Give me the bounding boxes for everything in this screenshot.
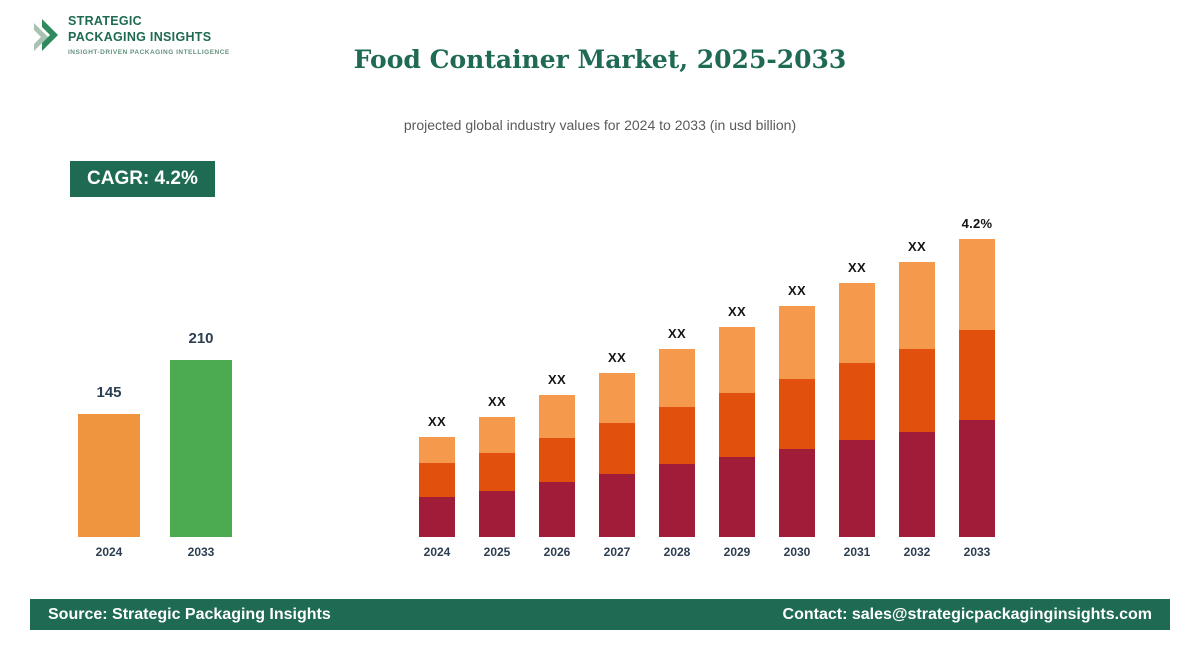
- bar-top-label: XX: [668, 326, 686, 341]
- x-axis-label: 2033: [963, 545, 991, 559]
- bar-top-label: XX: [428, 414, 446, 429]
- bar-segment-bottom: [959, 420, 995, 537]
- x-axis-label: 2026: [543, 545, 571, 559]
- summary-bar-group: 145 2024: [78, 384, 140, 559]
- brand-chevron-icon: [34, 19, 58, 51]
- bar-segment-top: [539, 395, 575, 438]
- bar-segment-top: [779, 306, 815, 379]
- summary-chart: 145 2024 210 2033: [78, 330, 232, 559]
- bar-segment-bottom: [419, 497, 455, 537]
- bar-top-label: XX: [608, 350, 626, 365]
- bar-segment-bottom: [539, 482, 575, 537]
- bar-segment-top: [959, 239, 995, 330]
- bar-top-label: XX: [728, 304, 746, 319]
- footer-bar: Source: Strategic Packaging Insights Con…: [30, 599, 1170, 630]
- brand-name: STRATEGIC PACKAGING INSIGHTS INSIGHT-DRI…: [68, 13, 230, 57]
- x-axis-label: 2028: [663, 545, 691, 559]
- stacked-chart: XX 2024 XX 2025 XX 2026 XX 2027 XX 2028 XX 2029 XX 20…: [419, 216, 995, 559]
- cagr-badge: CAGR: 4.2%: [70, 161, 215, 197]
- bar-segment-bottom: [839, 440, 875, 537]
- brand-logo: STRATEGIC PACKAGING INSIGHTS INSIGHT-DRI…: [34, 13, 230, 57]
- stacked-bar-group: XX 2024: [419, 414, 455, 559]
- stacked-bar-group: XX 2027: [599, 350, 635, 559]
- bar-top-label: 4.2%: [961, 216, 993, 231]
- bar-segment-bottom: [599, 474, 635, 537]
- bar-segment-middle: [659, 407, 695, 464]
- stacked-bar-group: XX 2028: [659, 326, 695, 559]
- bar-segment-middle: [599, 423, 635, 474]
- bar-value-label: 145: [96, 384, 122, 401]
- x-axis-label: 2029: [723, 545, 751, 559]
- bar-segment-middle: [959, 330, 995, 420]
- x-axis-label: 2030: [783, 545, 811, 559]
- bar-segment-top: [659, 349, 695, 407]
- stacked-bar-group: XX 2032: [899, 239, 935, 559]
- bar-segment-top: [839, 283, 875, 363]
- summary-bar: [170, 360, 232, 537]
- stacked-bar-group: 4.2% 2033: [959, 216, 995, 559]
- summary-bar-group: 210 2033: [170, 330, 232, 559]
- bar-segment-bottom: [659, 464, 695, 537]
- footer-contact: Contact: sales@strategicpackaginginsight…: [782, 605, 1152, 623]
- bar-segment-middle: [779, 379, 815, 449]
- stacked-bar-group: XX 2030: [779, 283, 815, 559]
- bar-segment-middle: [719, 393, 755, 457]
- x-axis-label: 2031: [843, 545, 871, 559]
- x-axis-label: 2033: [187, 545, 215, 559]
- bar-segment-middle: [419, 463, 455, 497]
- bar-segment-top: [899, 262, 935, 349]
- page-subtitle: projected global industry values for 202…: [403, 117, 797, 133]
- bar-top-label: XX: [908, 239, 926, 254]
- brand-tagline: INSIGHT-DRIVEN PACKAGING INTELLIGENCE: [68, 48, 230, 56]
- bar-top-label: XX: [488, 394, 506, 409]
- bar-segment-top: [479, 417, 515, 453]
- summary-bar: [78, 414, 140, 537]
- bar-top-label: XX: [548, 372, 566, 387]
- bar-segment-middle: [839, 363, 875, 440]
- bar-top-label: XX: [848, 260, 866, 275]
- page-title: Food Container Market, 2025-2033: [353, 45, 847, 74]
- stacked-bar-group: XX 2026: [539, 372, 575, 559]
- bar-value-label: 210: [188, 330, 214, 347]
- x-axis-label: 2024: [95, 545, 123, 559]
- brand-name-line2: PACKAGING INSIGHTS: [68, 30, 212, 45]
- brand-name-line1: STRATEGIC: [68, 14, 142, 28]
- bar-segment-top: [719, 327, 755, 393]
- bar-segment-middle: [899, 349, 935, 432]
- stacked-bar-group: XX 2025: [479, 394, 515, 559]
- bar-segment-bottom: [719, 457, 755, 537]
- footer-source: Source: Strategic Packaging Insights: [48, 605, 331, 623]
- bar-segment-bottom: [779, 449, 815, 537]
- stacked-bar-group: XX 2029: [719, 304, 755, 559]
- bar-segment-bottom: [899, 432, 935, 537]
- x-axis-label: 2027: [603, 545, 631, 559]
- x-axis-label: 2024: [423, 545, 451, 559]
- bar-segment-top: [599, 373, 635, 423]
- bar-segment-middle: [539, 438, 575, 482]
- bar-segment-bottom: [479, 491, 515, 537]
- bar-segment-top: [419, 437, 455, 463]
- stacked-bar-group: XX 2031: [839, 260, 875, 559]
- bar-top-label: XX: [788, 283, 806, 298]
- x-axis-label: 2025: [483, 545, 511, 559]
- bar-segment-middle: [479, 453, 515, 491]
- x-axis-label: 2032: [903, 545, 931, 559]
